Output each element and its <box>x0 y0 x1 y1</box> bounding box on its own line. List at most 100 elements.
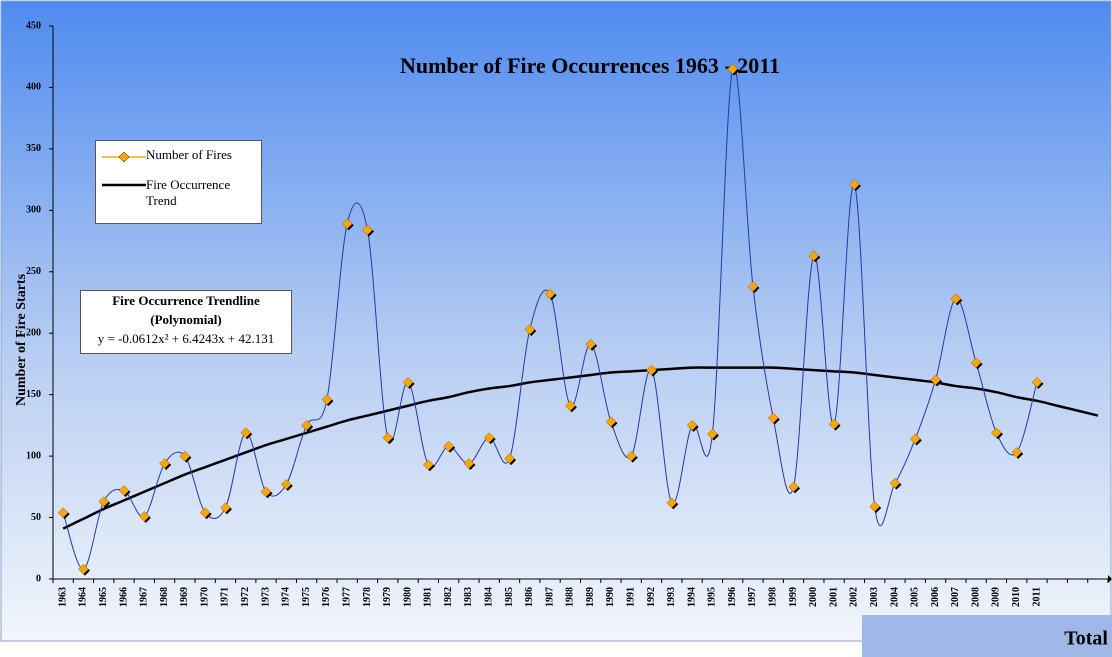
x-tick-label: 2000 <box>808 587 819 607</box>
marker <box>585 338 596 350</box>
marker <box>240 427 252 439</box>
marker <box>362 224 373 236</box>
marker <box>139 511 150 522</box>
marker <box>727 63 738 75</box>
x-tick-label: 1976 <box>321 587 332 607</box>
data-point <box>260 486 273 499</box>
x-tick-label: 2005 <box>910 587 921 607</box>
x-tick-label: 1991 <box>626 587 637 607</box>
data-point <box>118 485 131 498</box>
marker <box>98 496 110 507</box>
table-header-label: Total <box>1064 628 1108 650</box>
x-tick-label: 1990 <box>605 587 616 607</box>
marker <box>605 416 617 427</box>
marker <box>707 428 718 440</box>
marker <box>686 420 698 431</box>
marker <box>544 288 556 300</box>
x-tick-label: 1968 <box>159 587 170 607</box>
marker <box>301 420 312 431</box>
x-tick-label: 2007 <box>950 587 961 607</box>
legend: Number of Fires Fire Occurrence Trend <box>95 140 262 224</box>
data-point <box>139 511 151 523</box>
data-point <box>930 374 943 387</box>
annotation-line: (Polynomial) <box>150 312 222 327</box>
marker <box>443 440 454 452</box>
x-tick-label: 1972 <box>240 587 251 607</box>
data-point <box>646 364 659 377</box>
x-tick-label: 1985 <box>504 587 515 607</box>
data-point <box>585 338 598 351</box>
marker <box>808 250 820 262</box>
data-point <box>362 224 374 237</box>
data-point <box>666 497 679 510</box>
data-point <box>950 293 963 306</box>
x-tick-label: 1980 <box>402 587 413 607</box>
marker <box>402 377 414 388</box>
x-tick-label: 1969 <box>179 587 190 607</box>
marker <box>849 179 860 190</box>
marker <box>179 450 191 462</box>
table-header <box>862 615 1112 657</box>
marker <box>991 427 1002 439</box>
legend-swatch <box>102 183 146 187</box>
x-tick-label: 1981 <box>423 587 434 607</box>
marker <box>909 433 921 445</box>
marker <box>828 418 840 430</box>
y-tick-label: 150 <box>26 389 41 400</box>
x-tick-label: 2003 <box>869 587 880 607</box>
marker <box>747 281 759 292</box>
data-point <box>504 453 516 466</box>
legend-label: Fire Occurrence Trend <box>146 177 231 208</box>
y-tick-label: 350 <box>26 143 41 154</box>
data-point <box>727 63 740 76</box>
data-point <box>281 479 293 491</box>
marker <box>889 477 901 489</box>
x-tick-label: 1989 <box>585 587 596 607</box>
marker <box>869 501 880 512</box>
x-tick-label: 1993 <box>666 587 677 607</box>
x-tick-label: 2001 <box>828 587 839 607</box>
data-point <box>423 459 435 472</box>
marker <box>159 458 170 469</box>
marker <box>788 481 799 493</box>
marker <box>646 364 657 376</box>
x-tick-label: 2002 <box>849 587 860 607</box>
marker <box>341 218 353 230</box>
x-tick-label: 1978 <box>362 587 373 607</box>
x-tick-label: 1975 <box>301 587 312 607</box>
marker <box>930 374 941 386</box>
y-tick-label: 300 <box>26 205 41 216</box>
data-point <box>889 477 902 490</box>
data-point <box>463 458 476 470</box>
marker <box>1011 447 1022 458</box>
marker <box>950 293 962 305</box>
data-point <box>970 357 983 370</box>
x-tick-label: 1967 <box>139 587 150 607</box>
data-point <box>240 427 253 440</box>
x-tick-label: 1986 <box>524 587 535 607</box>
data-point <box>220 502 232 515</box>
data-point <box>788 481 801 494</box>
marker <box>463 458 475 469</box>
y-tick-label: 250 <box>26 266 41 277</box>
x-tick-label: 1974 <box>281 587 292 607</box>
x-tick-label: 1994 <box>686 587 697 607</box>
x-tick-label: 2004 <box>889 587 900 607</box>
data-point <box>767 412 780 425</box>
marker <box>970 357 982 368</box>
data-point <box>808 250 821 263</box>
marker <box>524 324 536 335</box>
data-point <box>1011 447 1024 459</box>
data-point <box>605 416 618 429</box>
data-point <box>747 281 760 294</box>
y-tick-label: 450 <box>26 20 41 31</box>
x-tick-label: 1966 <box>118 587 129 607</box>
marker <box>321 394 333 405</box>
y-tick-label: 0 <box>36 573 41 584</box>
data-point <box>909 433 922 446</box>
marker <box>666 497 678 509</box>
marker <box>625 450 637 462</box>
x-tick-label: 1999 <box>788 587 799 607</box>
data-point <box>382 432 395 445</box>
x-tick-label: 1983 <box>463 587 474 607</box>
